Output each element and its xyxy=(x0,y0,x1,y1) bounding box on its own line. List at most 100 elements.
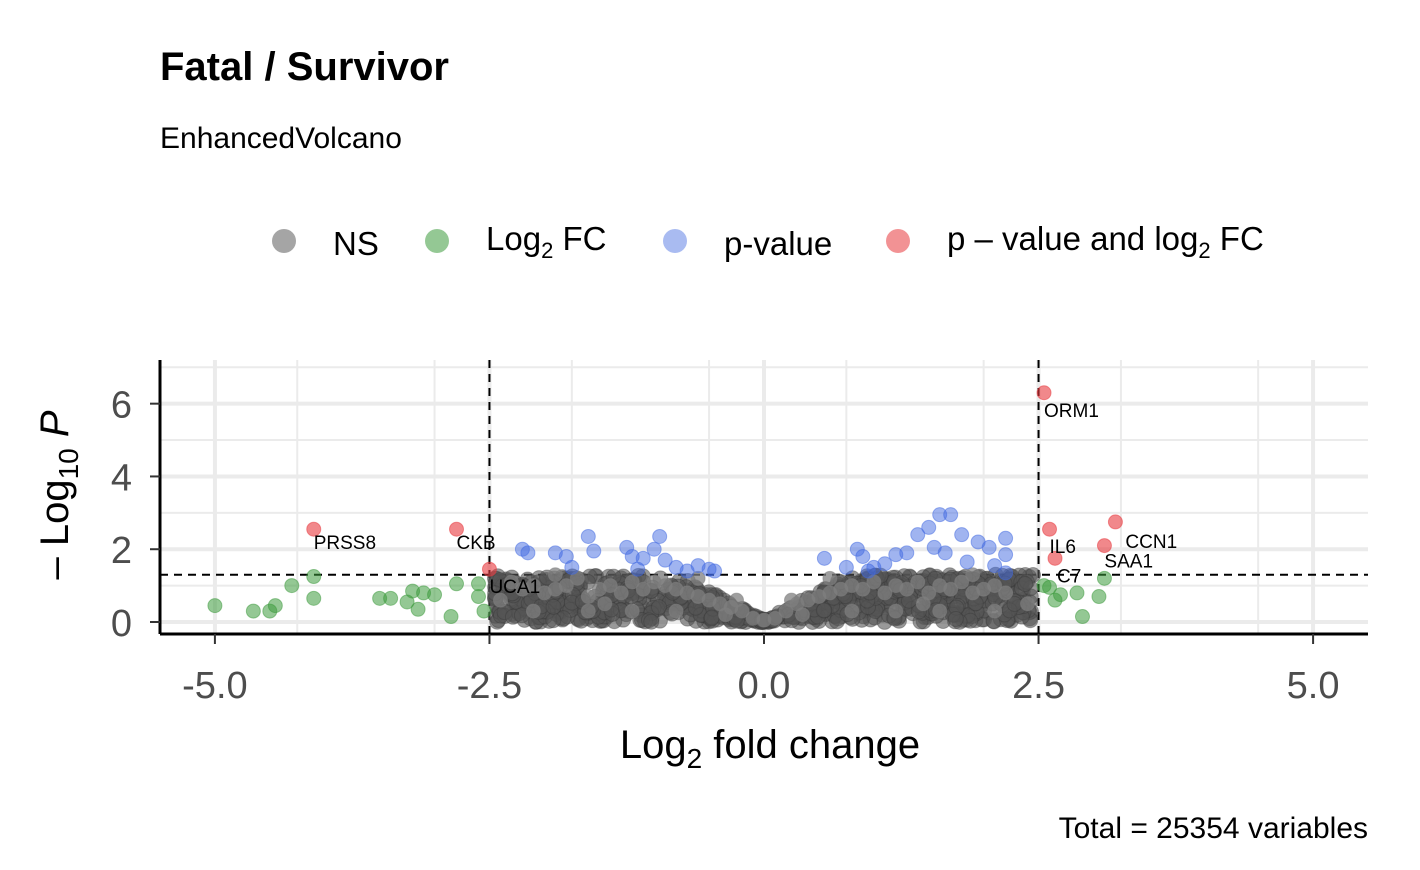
axes: -5.0 -2.5 0.0 2.5 5.0 0 2 4 6 xyxy=(111,360,1368,707)
point-label: CKB xyxy=(457,533,496,554)
point-log2fc xyxy=(245,603,261,619)
point-log2fc xyxy=(207,598,223,614)
chart-subtitle: EnhancedVolcano xyxy=(160,122,402,155)
point-pvalue xyxy=(816,550,832,566)
point-log2fc xyxy=(476,603,492,619)
grid xyxy=(159,360,1368,634)
point-ns xyxy=(545,598,562,615)
point-ns xyxy=(547,567,563,583)
point-log2fc xyxy=(470,576,486,592)
x-tick-label: 0.0 xyxy=(738,665,791,707)
chart-title: Fatal / Survivor xyxy=(160,45,449,89)
data-points xyxy=(207,385,1123,630)
point-ns xyxy=(783,592,799,608)
point-pvalue xyxy=(646,541,662,557)
point-pvalue xyxy=(580,528,596,544)
point-ns xyxy=(525,603,541,619)
point-ns xyxy=(492,592,508,608)
point-ns xyxy=(947,610,964,627)
point-pvalue-and-log2fc xyxy=(1036,385,1052,401)
point-pvalue xyxy=(520,545,536,561)
point-pvalue xyxy=(707,563,723,579)
point-ns xyxy=(943,581,959,597)
point-ns xyxy=(815,602,832,619)
x-tick-label: 5.0 xyxy=(1287,665,1340,707)
point-ns xyxy=(545,612,562,629)
point-log2fc xyxy=(1074,609,1090,625)
point-ns xyxy=(899,581,915,597)
caption: Total = 25354 variables xyxy=(1059,812,1368,845)
point-log2fc xyxy=(284,578,300,594)
point-ns xyxy=(525,578,541,594)
point-ns xyxy=(794,607,810,623)
point-pvalue-and-log2fc xyxy=(449,521,465,537)
legend-marker-pvalue-and-log2fc xyxy=(886,229,910,253)
legend-marker-log2fc xyxy=(425,229,449,253)
point-ns xyxy=(855,581,871,597)
point-label: UCA1 xyxy=(489,577,540,598)
point-label: C7 xyxy=(1057,566,1081,587)
point-ns xyxy=(932,603,948,619)
point-label: PRSS8 xyxy=(314,533,376,554)
point-pvalue-and-log2fc xyxy=(481,561,497,577)
point-ns xyxy=(954,574,970,590)
point-ns xyxy=(668,603,684,619)
point-pvalue xyxy=(866,559,882,575)
y-tick-label: 0 xyxy=(111,603,132,645)
point-pvalue xyxy=(987,558,1003,574)
legend-marker-pvalue xyxy=(663,229,687,253)
legend-label-pvalue: p-value xyxy=(724,225,832,262)
x-tick-label: -2.5 xyxy=(457,665,522,707)
point-pvalue xyxy=(855,549,871,564)
point-pvalue xyxy=(586,543,602,559)
point-ns xyxy=(910,574,926,590)
point-pvalue xyxy=(937,545,953,561)
point-log2fc xyxy=(410,601,426,617)
point-pvalue xyxy=(910,527,926,543)
point-ns xyxy=(580,603,596,619)
point-log2fc xyxy=(443,609,459,625)
point-pvalue-and-log2fc xyxy=(1107,514,1123,530)
point-ns xyxy=(822,570,838,586)
point-pvalue-and-log2fc xyxy=(306,521,322,537)
point-ns xyxy=(828,613,845,630)
point-pvalue-and-log2fc xyxy=(1096,538,1112,554)
point-pvalue xyxy=(630,561,646,577)
point-ns xyxy=(965,567,981,583)
point-pvalue xyxy=(954,527,970,543)
point-pvalue xyxy=(690,558,706,574)
point-pvalue xyxy=(981,539,997,555)
point-ns xyxy=(915,596,931,612)
point-log2fc xyxy=(1069,585,1085,601)
point-log2fc xyxy=(383,590,399,606)
point-ns xyxy=(602,578,618,594)
point-ns xyxy=(503,574,519,590)
point-label: ORM1 xyxy=(1044,401,1099,422)
point-log2fc xyxy=(1053,587,1069,603)
x-axis-title: Log2 fold change xyxy=(620,723,920,774)
point-log2fc xyxy=(1091,589,1107,605)
point-pvalue xyxy=(657,552,673,568)
legend-marker-ns xyxy=(272,229,296,253)
y-axis-title: – Log10 P xyxy=(33,410,84,579)
y-tick-label: 2 xyxy=(111,530,132,572)
point-pvalue xyxy=(998,565,1014,581)
point-pvalue-and-log2fc xyxy=(1042,521,1058,537)
point-pvalue xyxy=(899,545,915,561)
point-pvalue xyxy=(838,559,854,575)
point-ns xyxy=(1020,596,1036,612)
point-log2fc xyxy=(306,590,322,606)
point-pvalue xyxy=(652,528,668,544)
legend-label-log2fc: Log2 FC xyxy=(486,220,606,263)
point-pvalue xyxy=(921,519,937,535)
point-ns xyxy=(844,603,860,619)
point-log2fc xyxy=(267,598,283,614)
point-ns xyxy=(767,610,783,626)
point-log2fc xyxy=(427,587,443,603)
point-log2fc xyxy=(449,576,465,592)
point-ns xyxy=(877,585,893,601)
point-pvalue xyxy=(959,554,975,570)
point-ns xyxy=(888,603,904,619)
point-log2fc xyxy=(1042,579,1058,595)
